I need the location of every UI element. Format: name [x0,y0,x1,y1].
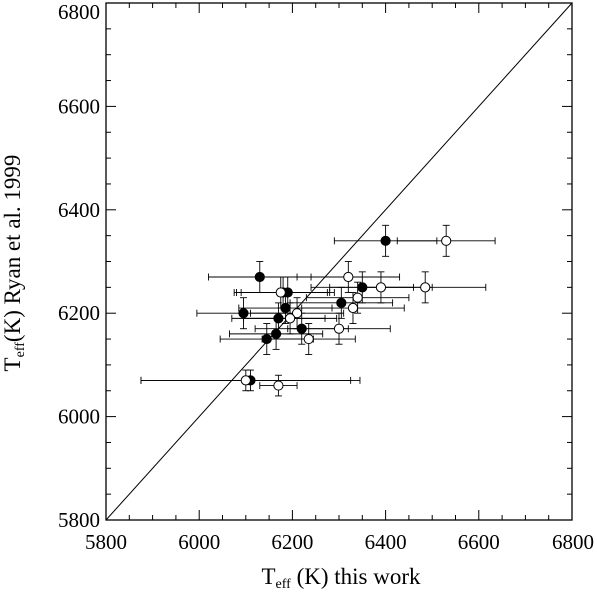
ticks-group [105,2,573,521]
data-point-filled [280,302,291,314]
data-point-filled [270,328,282,339]
data-point-filled [357,282,368,293]
data-point-open [420,282,431,293]
tick-labels-group: 5800 6000 6200 6400 6600 6800 5800 6000 6200 6400… [58,0,594,554]
y-tick-label: 6800 [58,0,100,24]
x-tick-label: 6200 [271,530,313,554]
y-tick-label: 6000 [58,405,100,429]
data-point-open [352,292,363,303]
x-axis-label: Teff (K) this work [261,564,421,590]
data-point-open [347,302,359,314]
x-tick-label: 6800 [552,530,594,554]
x-tick-label: 5800 [85,530,127,554]
error-bars-group [140,224,496,397]
data-point-filled [296,323,307,334]
data-point-filled [261,333,272,345]
data-point-open [375,282,387,293]
data-point-filled [238,308,249,319]
data-point-open [303,333,314,345]
data-point-open [291,308,303,319]
y-tick-label: 5800 [58,508,100,532]
data-point-open [273,380,284,391]
data-point-open [284,313,296,324]
data-points-group [238,235,452,391]
y-tick-label: 6400 [58,198,100,222]
data-point-filled [273,313,284,324]
y-axis-label: Teff(K) Ryan et al. 1999 [0,155,28,372]
data-point-open [441,235,452,246]
data-point-filled [254,271,265,283]
y-tick-label: 6600 [58,94,100,118]
data-point-open [240,375,251,386]
y-tick-label: 6200 [58,301,100,325]
x-tick-label: 6400 [365,530,407,554]
data-point-filled [336,297,347,308]
x-tick-label: 6600 [458,530,500,554]
data-point-open [275,287,286,298]
x-tick-label: 6000 [178,530,220,554]
data-point-open [333,323,345,334]
data-point-open [343,271,354,283]
reference-line-group [105,2,573,521]
one-to-one-line [105,2,573,521]
data-point-filled [380,235,391,246]
